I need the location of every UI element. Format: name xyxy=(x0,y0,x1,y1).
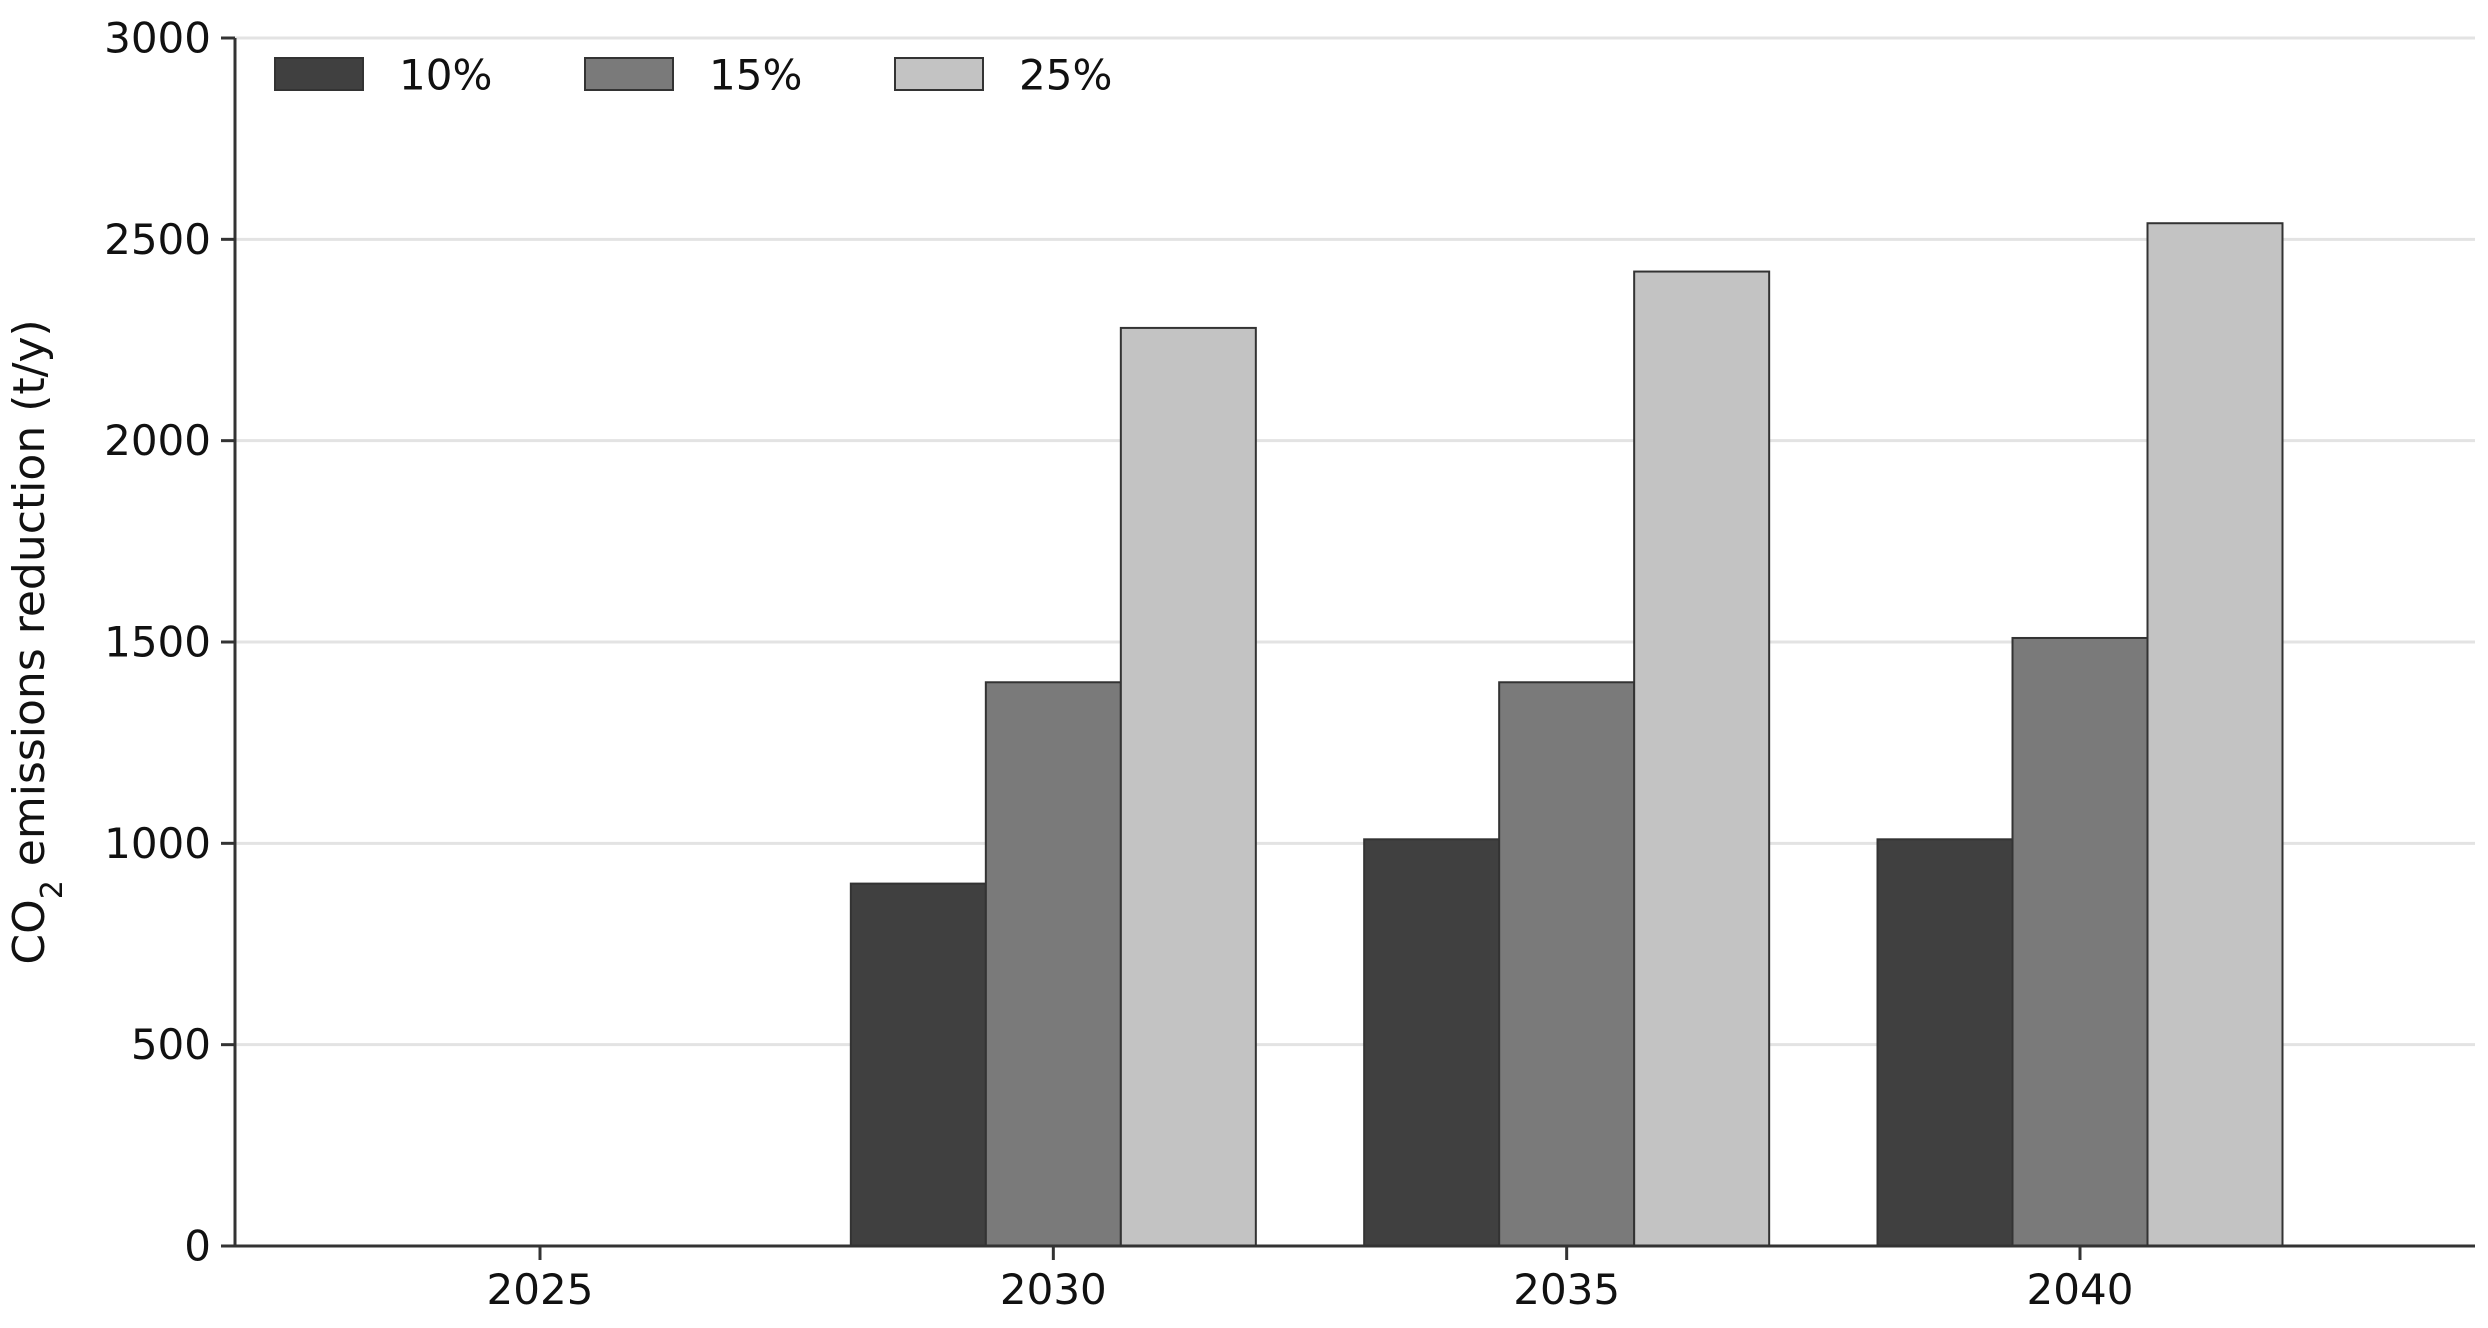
legend-swatch xyxy=(584,57,674,91)
x-tick-label: 2035 xyxy=(1513,1265,1620,1314)
y-tick-label: 0 xyxy=(184,1222,211,1271)
legend-swatch xyxy=(274,57,364,91)
y-tick-label: 1000 xyxy=(104,819,211,868)
bar xyxy=(984,681,1122,1247)
y-tick-label: 500 xyxy=(131,1020,211,1069)
x-tick-label: 2025 xyxy=(487,1265,594,1314)
bar xyxy=(2146,222,2284,1247)
y-axis-title-prefix: CO xyxy=(4,899,55,964)
legend-swatch xyxy=(894,57,984,91)
y-axis-title: CO2 emissions reduction (t/y) xyxy=(4,319,70,964)
y-tick-label: 2000 xyxy=(104,416,211,465)
y-tick-label: 2500 xyxy=(104,215,211,264)
bar xyxy=(1119,326,1257,1248)
y-axis-title-suffix: emissions reduction (t/y) xyxy=(4,319,55,880)
x-tick-label: 2030 xyxy=(1000,1265,1107,1314)
bar xyxy=(849,882,987,1247)
y-tick-label: 3000 xyxy=(104,14,211,63)
bar xyxy=(1498,681,1636,1247)
bars xyxy=(849,222,2284,1248)
y-axis-title-subscript: 2 xyxy=(35,880,70,899)
x-axis-ticks: 2025 2030 2035 2040 xyxy=(487,1246,2134,1314)
bar xyxy=(1363,838,1501,1247)
bar xyxy=(1633,270,1771,1247)
bar xyxy=(1876,838,2014,1247)
legend: 10% 15% 25% xyxy=(274,51,1112,100)
y-axis-ticks: 0 500 1000 1500 2000 2500 3000 xyxy=(104,14,235,1271)
y-tick-label: 1500 xyxy=(104,618,211,667)
legend-label: 10% xyxy=(399,51,492,100)
x-tick-label: 2040 xyxy=(2027,1265,2134,1314)
bar xyxy=(2011,636,2149,1247)
legend-label: 15% xyxy=(709,51,802,100)
legend-label: 25% xyxy=(1019,51,1112,100)
